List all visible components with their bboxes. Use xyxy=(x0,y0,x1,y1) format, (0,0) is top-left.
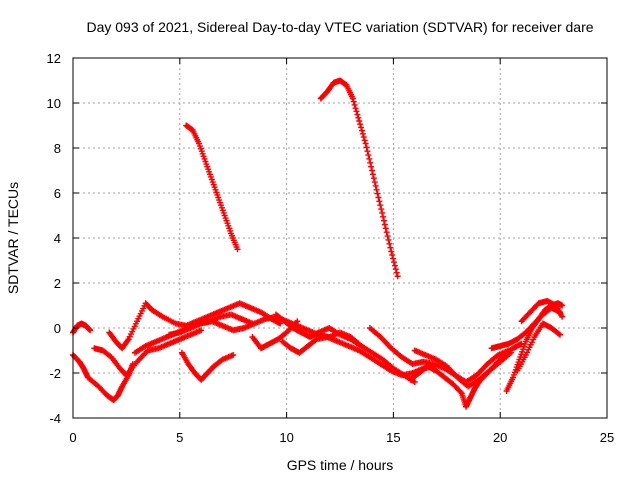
data-point xyxy=(377,202,384,209)
data-point xyxy=(411,379,418,385)
x-tick-label: 25 xyxy=(600,430,614,445)
data-point xyxy=(507,349,514,356)
y-axis-title: SDTVAR / TECUs xyxy=(5,182,21,294)
data-point xyxy=(557,331,564,338)
data-point xyxy=(349,95,356,102)
data-point xyxy=(391,259,398,266)
data-point xyxy=(387,244,394,251)
data-point xyxy=(87,327,94,334)
data-point xyxy=(358,124,365,131)
data-point xyxy=(394,273,401,280)
data-point xyxy=(364,148,371,155)
data-point xyxy=(379,209,386,216)
y-tick-label: 2 xyxy=(54,276,61,291)
series-arc-7 xyxy=(178,349,237,383)
data-point xyxy=(555,330,562,337)
series-arc-3 xyxy=(91,327,205,379)
data-point xyxy=(378,206,385,213)
data-points xyxy=(70,77,566,410)
data-point xyxy=(363,144,370,151)
data-point xyxy=(389,252,396,259)
data-point xyxy=(366,155,373,162)
data-point xyxy=(384,233,391,240)
data-point xyxy=(559,302,566,309)
data-point xyxy=(357,121,364,128)
data-point xyxy=(351,101,358,108)
data-point xyxy=(355,114,362,121)
data-point xyxy=(312,337,319,344)
data-point xyxy=(376,198,383,205)
data-point xyxy=(368,163,375,170)
x-tick-label: 15 xyxy=(386,430,400,445)
data-point xyxy=(234,246,241,253)
data-point xyxy=(369,167,376,174)
series-arc-8 xyxy=(249,318,301,352)
y-tick-label: 6 xyxy=(54,186,61,201)
data-point xyxy=(559,313,566,320)
y-tick-label: -4 xyxy=(49,411,61,426)
data-point xyxy=(230,352,237,358)
data-point xyxy=(380,213,387,220)
y-tick-label: 10 xyxy=(47,96,61,111)
data-point xyxy=(385,236,392,243)
data-point xyxy=(356,118,363,124)
data-point xyxy=(373,186,380,193)
data-point xyxy=(367,159,374,166)
data-point xyxy=(392,266,399,273)
data-point xyxy=(359,130,366,137)
data-point xyxy=(369,171,376,178)
data-point xyxy=(391,262,398,269)
y-tick-label: 8 xyxy=(54,141,61,156)
data-point xyxy=(362,140,369,147)
series-arc-11 xyxy=(183,122,241,253)
y-tick-label: 12 xyxy=(47,51,61,66)
y-tick-label: -2 xyxy=(49,366,61,381)
data-point xyxy=(352,105,359,112)
axis-ticks: 0 5 10 15 20 25 -4 -2 0 2 4 6 8 10 12 xyxy=(47,51,615,445)
data-point xyxy=(390,255,397,262)
x-tick-label: 20 xyxy=(493,430,507,445)
data-point xyxy=(350,98,357,105)
data-point xyxy=(358,127,365,134)
data-point xyxy=(361,137,368,144)
x-tick-label: 10 xyxy=(279,430,293,445)
data-point xyxy=(124,337,131,344)
data-point xyxy=(388,248,395,255)
data-point xyxy=(371,179,378,186)
data-point xyxy=(294,318,301,325)
data-point xyxy=(393,269,400,276)
data-point xyxy=(380,217,387,224)
data-point xyxy=(383,229,390,236)
x-axis-title: GPS time / hours xyxy=(287,457,394,473)
data-point xyxy=(365,152,372,159)
series-arc-19 xyxy=(514,320,564,374)
data-point xyxy=(375,194,382,201)
grid-lines xyxy=(73,58,607,418)
data-point xyxy=(382,225,389,232)
series-arc-18 xyxy=(518,298,566,325)
series-arc-12 xyxy=(317,77,401,280)
data-point xyxy=(372,182,379,189)
data-point xyxy=(381,221,388,228)
data-point xyxy=(370,175,377,182)
data-point xyxy=(354,111,361,118)
x-tick-label: 0 xyxy=(69,430,76,445)
data-point xyxy=(374,190,381,197)
y-tick-label: 4 xyxy=(54,231,61,246)
y-tick-label: 0 xyxy=(54,321,61,336)
data-point xyxy=(457,388,464,395)
series-arc-4 xyxy=(106,300,284,352)
chart-title: Day 093 of 2021, Sidereal Day-to-day VTE… xyxy=(86,19,593,35)
data-point xyxy=(198,327,205,334)
series-arc-15 xyxy=(411,347,514,390)
data-point xyxy=(353,108,360,115)
x-tick-label: 5 xyxy=(176,430,183,445)
data-point xyxy=(360,134,367,141)
data-point xyxy=(386,240,393,247)
